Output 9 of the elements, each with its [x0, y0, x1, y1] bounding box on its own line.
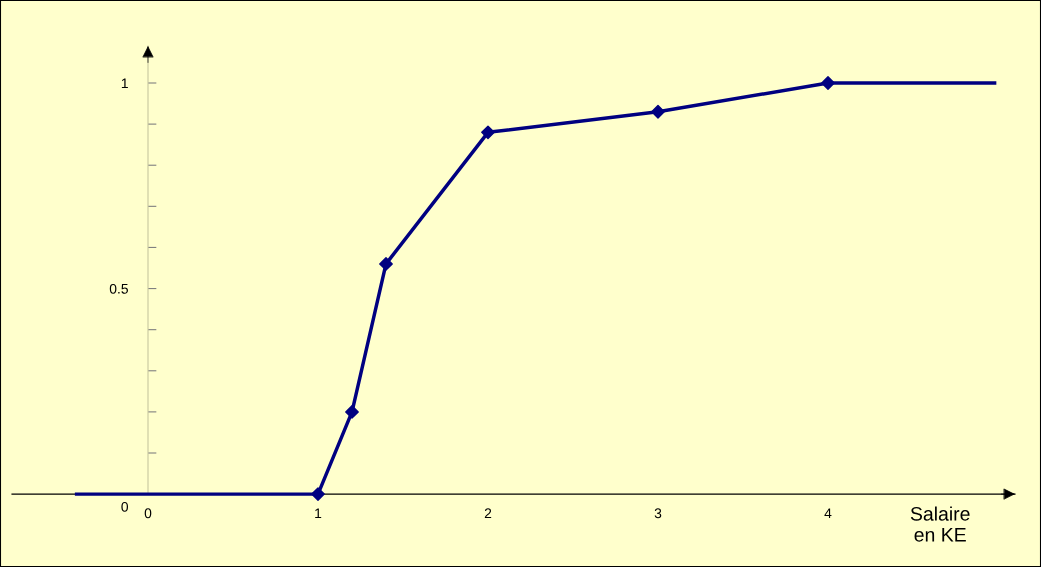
x-tick-label: 3 — [654, 508, 662, 519]
y-tick-label: 0 — [121, 501, 129, 512]
x-tick-label: 1 — [315, 508, 322, 519]
x-tick-label: 2 — [484, 508, 492, 519]
x-axis-title: Salaire en KE — [910, 506, 970, 542]
y-tick-label: 0.5 — [109, 283, 128, 294]
x-tick-label: 0 — [144, 508, 152, 519]
y-tick-label: 1 — [121, 78, 128, 89]
x-tick-label: 4 — [824, 508, 832, 519]
